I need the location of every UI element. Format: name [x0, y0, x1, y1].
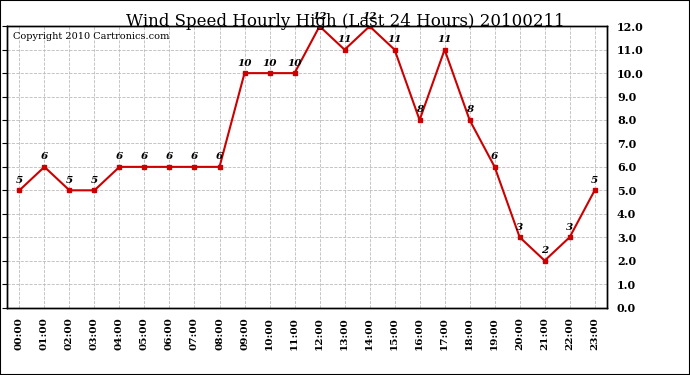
Text: 12: 12 — [362, 12, 377, 21]
Text: Copyright 2010 Cartronics.com: Copyright 2010 Cartronics.com — [13, 32, 169, 41]
Text: 12: 12 — [313, 12, 327, 21]
Text: 5: 5 — [91, 176, 98, 185]
Text: Wind Speed Hourly High (Last 24 Hours) 20100211: Wind Speed Hourly High (Last 24 Hours) 2… — [126, 13, 564, 30]
Text: 11: 11 — [337, 35, 352, 44]
Text: 10: 10 — [237, 58, 252, 68]
Text: 2: 2 — [541, 246, 549, 255]
Text: 6: 6 — [141, 152, 148, 161]
Text: 10: 10 — [287, 58, 302, 68]
Text: 3: 3 — [516, 223, 523, 232]
Text: 11: 11 — [387, 35, 402, 44]
Text: 6: 6 — [216, 152, 223, 161]
Text: 8: 8 — [466, 105, 473, 114]
Text: 3: 3 — [566, 223, 573, 232]
Text: 5: 5 — [16, 176, 23, 185]
Text: 6: 6 — [491, 152, 498, 161]
Text: 6: 6 — [166, 152, 173, 161]
Text: 6: 6 — [116, 152, 123, 161]
Text: 10: 10 — [262, 58, 277, 68]
Text: 11: 11 — [437, 35, 452, 44]
Text: 5: 5 — [591, 176, 598, 185]
Text: 8: 8 — [416, 105, 423, 114]
Text: 6: 6 — [191, 152, 198, 161]
Text: 6: 6 — [41, 152, 48, 161]
Text: 5: 5 — [66, 176, 73, 185]
